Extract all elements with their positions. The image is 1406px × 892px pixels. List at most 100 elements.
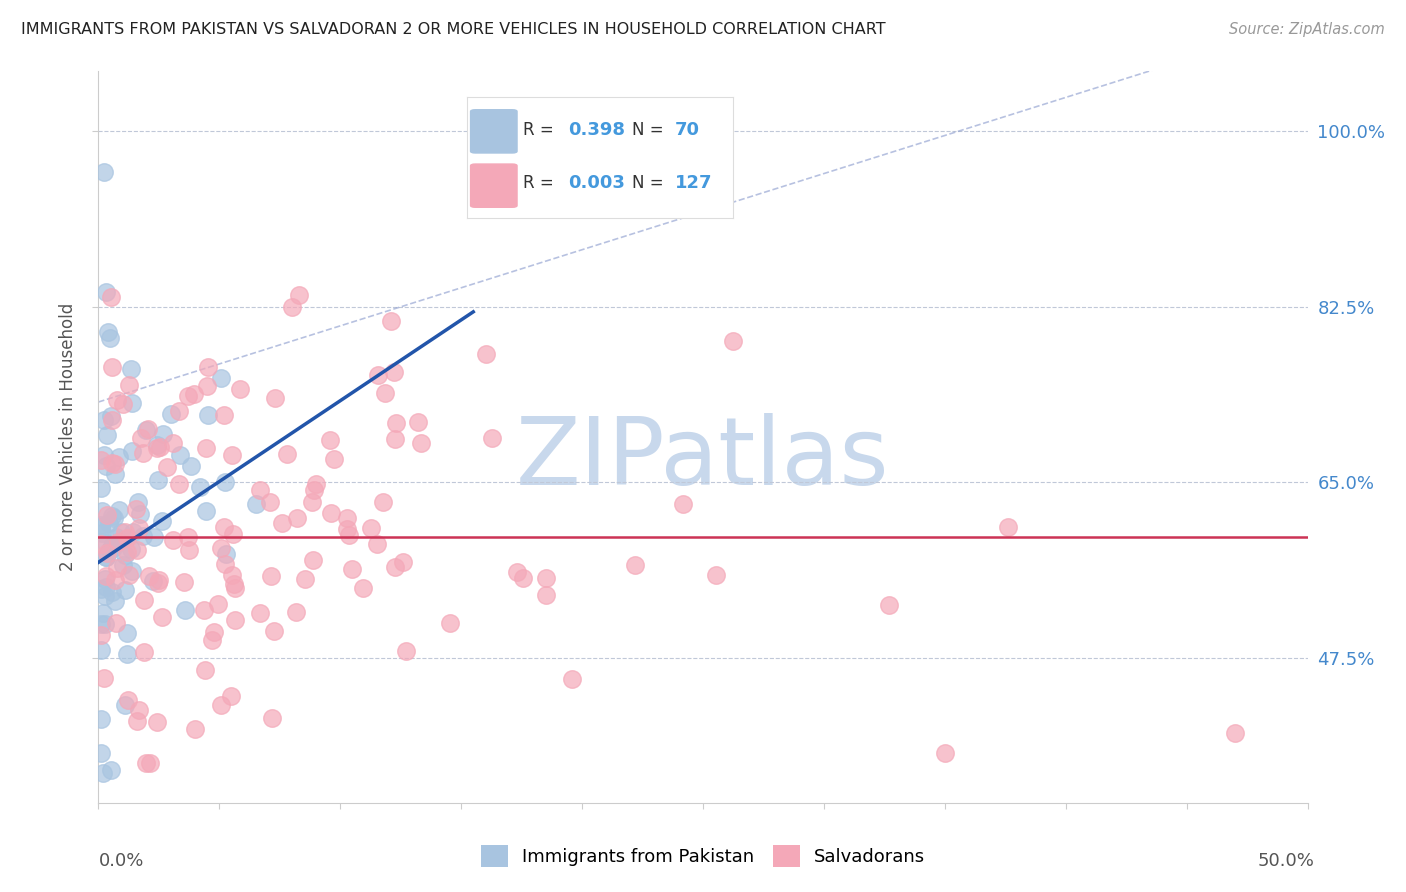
- Point: [367, 368, 389, 382]
- Point: [96, 427, 118, 442]
- Point: [167, 477, 190, 491]
- Point: [104, 573, 127, 587]
- Point: [139, 756, 162, 770]
- Point: [201, 633, 224, 648]
- Point: [138, 569, 160, 583]
- Point: [146, 441, 169, 455]
- Point: [108, 502, 131, 516]
- Point: [121, 564, 143, 578]
- Point: [302, 553, 325, 567]
- Point: [704, 567, 727, 582]
- Point: [128, 521, 150, 535]
- Point: [721, 334, 744, 348]
- Point: [104, 615, 127, 630]
- Point: [101, 359, 124, 374]
- Text: 50.0%: 50.0%: [1258, 852, 1315, 870]
- Point: [294, 572, 316, 586]
- Point: [194, 664, 217, 678]
- Point: [93, 412, 115, 426]
- Point: [90, 617, 112, 632]
- Text: 0.0%: 0.0%: [98, 852, 143, 870]
- Point: [439, 616, 461, 631]
- Point: [374, 385, 396, 400]
- Point: [406, 415, 429, 429]
- Point: [108, 450, 131, 465]
- Point: [209, 698, 232, 712]
- Point: [262, 710, 284, 724]
- Point: [100, 508, 122, 523]
- Point: [214, 475, 236, 489]
- Point: [117, 693, 139, 707]
- Point: [392, 555, 415, 569]
- Point: [96, 546, 118, 560]
- Point: [132, 529, 155, 543]
- Point: [90, 537, 112, 551]
- Point: [934, 746, 956, 760]
- Point: [340, 562, 363, 576]
- Point: [114, 582, 136, 597]
- Point: [221, 448, 243, 462]
- Point: [173, 574, 195, 589]
- Point: [259, 495, 281, 509]
- Point: [101, 456, 124, 470]
- Point: [197, 408, 219, 422]
- Text: Source: ZipAtlas.com: Source: ZipAtlas.com: [1229, 22, 1385, 37]
- Point: [135, 423, 157, 437]
- Point: [263, 624, 285, 639]
- Point: [162, 533, 184, 548]
- Point: [212, 519, 235, 533]
- Point: [148, 473, 170, 487]
- Point: [91, 765, 114, 780]
- Text: ZIPatlas: ZIPatlas: [516, 413, 890, 505]
- Point: [228, 382, 250, 396]
- Point: [180, 458, 202, 473]
- Point: [276, 447, 298, 461]
- Point: [336, 522, 359, 536]
- Point: [115, 626, 138, 640]
- Point: [671, 497, 693, 511]
- Point: [224, 581, 246, 595]
- Point: [194, 441, 217, 455]
- Point: [149, 440, 172, 454]
- Point: [132, 592, 155, 607]
- Point: [534, 571, 557, 585]
- Point: [115, 545, 138, 559]
- Point: [152, 427, 174, 442]
- Point: [249, 483, 271, 497]
- Point: [382, 365, 405, 379]
- Point: [114, 525, 136, 540]
- Point: [93, 164, 115, 178]
- Point: [129, 431, 152, 445]
- Point: [93, 671, 115, 685]
- Point: [302, 483, 325, 497]
- Point: [1223, 725, 1246, 739]
- Point: [98, 331, 121, 345]
- Point: [222, 526, 245, 541]
- Y-axis label: 2 or more Vehicles in Household: 2 or more Vehicles in Household: [59, 303, 77, 571]
- Point: [125, 714, 148, 728]
- Point: [512, 571, 534, 585]
- Point: [105, 392, 128, 407]
- Point: [481, 431, 503, 445]
- Point: [105, 560, 128, 574]
- Point: [94, 589, 117, 603]
- Point: [94, 550, 117, 565]
- Point: [301, 495, 323, 509]
- Point: [148, 575, 170, 590]
- Point: [156, 459, 179, 474]
- Point: [260, 568, 283, 582]
- Point: [534, 588, 557, 602]
- Point: [90, 517, 112, 532]
- Point: [90, 746, 112, 760]
- Point: [285, 606, 308, 620]
- Point: [287, 288, 309, 302]
- Point: [183, 386, 205, 401]
- Point: [90, 520, 112, 534]
- Point: [152, 514, 174, 528]
- Point: [100, 543, 122, 558]
- Point: [112, 558, 135, 572]
- Point: [188, 480, 211, 494]
- Point: [224, 577, 246, 591]
- Point: [101, 413, 124, 427]
- Point: [98, 516, 121, 530]
